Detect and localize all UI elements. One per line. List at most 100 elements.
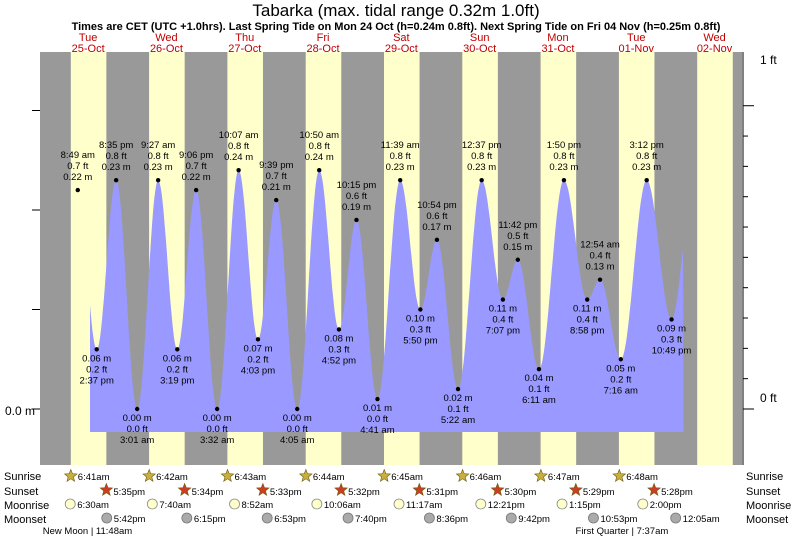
- tide-ft-label: 0.0 ft: [127, 424, 148, 435]
- tide-m-label: 0.00 m: [123, 413, 152, 424]
- moonset-icon: [101, 512, 113, 524]
- tide-ft-label: 0.3 ft: [661, 334, 682, 345]
- tide-m-label: 0.08 m: [324, 333, 353, 344]
- day-date-label: 31-Oct: [541, 43, 574, 55]
- moonset-row-label-left: Moonset: [4, 514, 46, 526]
- tide-point: [295, 406, 300, 412]
- moonrise-time: 6:30am: [77, 500, 109, 511]
- tide-time-label: 10:54 pm: [417, 200, 457, 211]
- sun-star-icon: [334, 482, 349, 496]
- day-date-label: 26-Oct: [150, 43, 183, 55]
- tide-ft-label: 0.3 ft: [410, 325, 431, 336]
- tide-point: [500, 297, 506, 302]
- tide-point: [274, 197, 279, 203]
- tide-time-label: 12:54 am: [580, 240, 620, 251]
- tide-time-label: 4:52 pm: [322, 355, 356, 366]
- sunset-time: 5:33pm: [270, 487, 302, 498]
- tide-m-label: 0.23 m: [386, 162, 415, 173]
- tide-time-label: 5:50 pm: [403, 336, 437, 347]
- tide-ft-label: 0.7 ft: [67, 161, 88, 172]
- tide-point: [75, 187, 80, 193]
- axes: [32, 52, 754, 465]
- tide-ft-label: 0.7 ft: [186, 161, 207, 172]
- tide-time-label: 3:19 pm: [160, 375, 194, 386]
- moonrise-time: 2:00pm: [650, 500, 682, 511]
- tide-time-label: 5:22 am: [441, 415, 475, 426]
- sun-star-icon: [647, 482, 662, 496]
- day-name-label: Wed: [155, 32, 177, 44]
- tide-ft-label: 0.5 ft: [507, 231, 528, 242]
- day-name-label: Mon: [547, 32, 568, 44]
- tide-ft-label: 0.8 ft: [309, 141, 330, 152]
- tide-m-label: 0.00 m: [283, 413, 312, 424]
- sun-star-icon: [612, 468, 627, 482]
- tide-ft-label: 0.6 ft: [346, 191, 367, 202]
- moonset-time: 12:05am: [683, 514, 720, 525]
- y-left-zero-label: 0.0 m: [5, 404, 35, 418]
- sunset-time: 5:34pm: [192, 487, 224, 498]
- day-name-label: Wed: [703, 32, 725, 44]
- tide-ft-label: 0.8 ft: [390, 151, 411, 162]
- tide-point: [193, 187, 199, 193]
- tide-m-label: 0.23 m: [144, 162, 173, 173]
- tide-ft-label: 0.2 ft: [167, 364, 188, 375]
- sun-star-icon: [533, 468, 548, 482]
- tide-m-label: 0.01 m: [363, 403, 392, 414]
- tide-extremes: 8:49 am0.7 ft0.22 m0.06 m0.2 ft2:37 pm8:…: [61, 130, 692, 446]
- tide-ft-label: 0.2 ft: [86, 364, 107, 375]
- tide-point: [585, 297, 590, 302]
- sunrise-time: 6:45am: [391, 472, 423, 483]
- sun-star-icon: [298, 468, 313, 482]
- moonrise-time: 1:15pm: [569, 500, 601, 511]
- tide-m-label: 0.00 m: [203, 413, 232, 424]
- tide-time-label: 9:06 pm: [179, 150, 213, 161]
- tide-ft-label: 0.2 ft: [610, 374, 631, 385]
- day-date-label: 25-Oct: [72, 43, 105, 55]
- sunrise-time: 6:42am: [156, 472, 188, 483]
- tide-point: [455, 386, 461, 392]
- day-labels: Tue25-OctWed26-OctThu27-OctFri28-OctSat2…: [72, 32, 733, 55]
- sunset-time: 5:29pm: [583, 487, 615, 498]
- tide-ft-label: 0.8 ft: [148, 151, 169, 162]
- sun-star-icon: [412, 482, 427, 496]
- tide-time-label: 6:11 am: [522, 395, 556, 406]
- tide-point: [214, 406, 220, 412]
- daylight-band: [697, 52, 733, 465]
- moonset-row-label-right: Moonset: [746, 514, 788, 526]
- tide-time-label: 1:50 pm: [547, 140, 581, 151]
- tide-ft-label: 0.1 ft: [528, 384, 549, 395]
- tide-time-label: 9:27 am: [141, 140, 175, 151]
- moonrise-time: 7:40am: [159, 500, 191, 511]
- day-name-label: Fri: [317, 32, 330, 44]
- tide-point: [155, 177, 161, 183]
- tide-point: [561, 177, 567, 183]
- tide-point: [398, 177, 403, 183]
- tide-ft-label: 0.7 ft: [266, 171, 287, 182]
- tide-point: [479, 177, 484, 183]
- moon-phase-label: First Quarter | 7:37am: [576, 526, 669, 537]
- tide-point: [236, 168, 241, 173]
- tide-m-label: 0.23 m: [467, 162, 496, 173]
- tide-m-label: 0.21 m: [262, 182, 291, 193]
- tide-ft-label: 0.8 ft: [106, 151, 127, 162]
- tide-m-label: 0.07 m: [243, 343, 272, 354]
- sun-star-icon: [490, 482, 505, 496]
- tide-ft-label: 0.0 ft: [287, 424, 308, 435]
- day-date-label: 30-Oct: [463, 43, 496, 55]
- tide-m-label: 0.17 m: [422, 222, 451, 233]
- sun-star-icon: [177, 482, 192, 496]
- tide-time-label: 3:01 am: [120, 435, 154, 446]
- tide-time-label: 11:39 am: [381, 140, 420, 151]
- day-name-label: Sat: [393, 32, 410, 44]
- tide-time-label: 8:58 pm: [570, 326, 604, 337]
- tide-m-label: 0.09 m: [657, 323, 686, 334]
- tide-ft-label: 0.4 ft: [577, 315, 598, 326]
- tide-ft-label: 0.0 ft: [367, 414, 388, 425]
- tide-point: [336, 327, 342, 332]
- tide-time-label: 4:05 am: [280, 435, 314, 446]
- tide-ft-label: 0.8 ft: [553, 151, 574, 162]
- moonrise-time: 8:52am: [242, 500, 274, 511]
- sunrise-time: 6:41am: [78, 472, 110, 483]
- moonrise-time: 11:17am: [406, 500, 442, 511]
